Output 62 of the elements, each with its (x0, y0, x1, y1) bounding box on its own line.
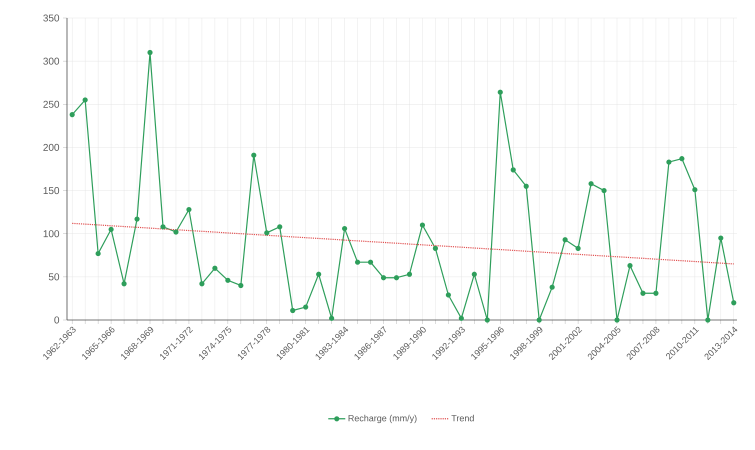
point (420, 222, 426, 228)
point (666, 160, 672, 165)
point (290, 308, 296, 314)
point (536, 317, 542, 323)
point (498, 90, 503, 95)
point (394, 275, 400, 280)
point (562, 237, 568, 242)
point (458, 316, 464, 321)
point (212, 266, 218, 271)
point (446, 292, 451, 298)
y-tick-label: 0 (54, 316, 60, 324)
y-tick-label: 200 (43, 144, 60, 151)
point (329, 316, 334, 321)
point (601, 188, 607, 194)
y-tick-label: 350 (43, 14, 60, 22)
legend-label: Recharge (mm/y) (348, 414, 417, 424)
point (354, 260, 360, 265)
point (472, 272, 477, 277)
point (82, 97, 88, 103)
point (380, 275, 386, 280)
point (70, 112, 75, 118)
point (653, 290, 659, 296)
point (238, 282, 244, 288)
point (303, 304, 308, 310)
point (199, 281, 204, 286)
y-tick-label: 250 (43, 100, 60, 108)
point (576, 246, 581, 251)
point (627, 263, 633, 268)
point (147, 50, 153, 56)
point (186, 206, 192, 212)
point (705, 317, 710, 323)
point (316, 272, 322, 277)
y-tick-label: 300 (43, 58, 60, 65)
point (342, 226, 348, 232)
point (264, 230, 270, 236)
point (550, 284, 555, 290)
y-tick-label: 100 (44, 230, 60, 238)
point (108, 226, 114, 232)
point (718, 235, 724, 241)
point (731, 300, 736, 306)
point (640, 290, 646, 296)
point (225, 278, 230, 283)
point (510, 167, 516, 172)
point (406, 272, 412, 277)
point (484, 317, 490, 323)
point (524, 184, 529, 189)
point (679, 156, 684, 162)
point (173, 229, 179, 235)
point (614, 317, 620, 323)
y-tick-label: 50 (48, 273, 60, 280)
point (134, 216, 140, 222)
point (121, 281, 127, 286)
point (160, 224, 166, 230)
point (368, 260, 374, 265)
y-tick-label: 150 (44, 187, 60, 194)
legend-label: Trend (451, 414, 474, 422)
point (96, 250, 101, 256)
point (251, 152, 256, 158)
point (432, 246, 438, 251)
point (692, 187, 698, 192)
point (588, 181, 594, 186)
point (277, 224, 282, 230)
